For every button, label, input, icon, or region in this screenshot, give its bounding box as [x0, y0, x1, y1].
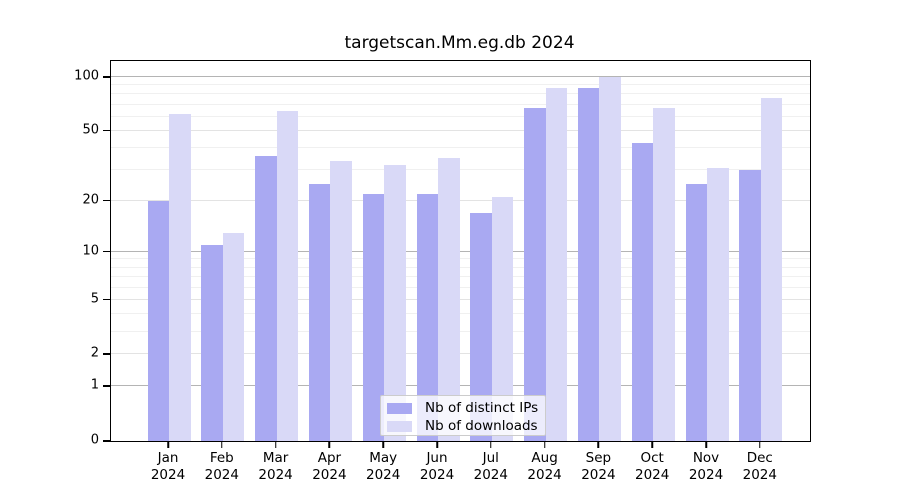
- gridline-10: [111, 250, 810, 252]
- x-tick-jun: [436, 442, 438, 448]
- bar-aug-distinct-ips: [524, 108, 546, 441]
- x-tick-nov: [705, 442, 707, 448]
- legend-swatch-downloads: [387, 420, 412, 432]
- bar-may-distinct-ips: [362, 193, 385, 441]
- x-tick-may: [382, 442, 384, 448]
- gridline-100: [111, 76, 810, 78]
- bar-sep-downloads: [599, 77, 621, 441]
- bar-oct-distinct-ips: [631, 142, 654, 441]
- bar-nov-distinct-ips: [685, 184, 707, 441]
- gridline-90: [111, 84, 810, 86]
- legend-item-distinct-ips: Nb of distinct IPs: [387, 400, 545, 416]
- x-tick-jul: [490, 442, 492, 448]
- x-tick-label-oct: Oct 2024: [635, 450, 670, 483]
- x-tick-jan: [167, 442, 169, 448]
- bar-jul-downloads: [491, 197, 514, 441]
- legend: Nb of distinct IPs Nb of downloads: [380, 395, 546, 436]
- y-tick-label-50: 50: [82, 122, 99, 138]
- bar-jan-distinct-ips: [147, 200, 169, 441]
- y-tick-50: [103, 129, 110, 132]
- x-tick-sep: [597, 442, 600, 448]
- x-tick-aug: [543, 442, 546, 448]
- y-tick-label-0: 0: [90, 432, 99, 448]
- bar-jun-downloads: [438, 158, 460, 441]
- gridline-1: [111, 385, 810, 387]
- bar-feb-distinct-ips: [201, 245, 223, 441]
- bar-may-downloads: [384, 165, 406, 441]
- y-tick-20: [103, 199, 110, 202]
- gridline-6: [111, 286, 810, 288]
- legend-label-downloads: Nb of downloads: [425, 418, 538, 434]
- bar-apr-distinct-ips: [308, 184, 331, 441]
- gridline-3: [111, 330, 810, 332]
- x-tick-label-apr: Apr 2024: [312, 450, 347, 483]
- y-tick-label-5: 5: [90, 291, 99, 307]
- gridline-8: [111, 266, 810, 268]
- x-tick-mar: [274, 442, 277, 448]
- gridline-5: [111, 298, 810, 300]
- y-tick-label-1: 1: [90, 377, 99, 393]
- x-tick-dec: [759, 442, 761, 448]
- y-tick-label-10: 10: [82, 243, 99, 259]
- x-tick-label-nov: Nov 2024: [688, 450, 724, 483]
- x-tick-label-may: May 2024: [366, 450, 401, 483]
- bar-apr-downloads: [330, 160, 352, 441]
- bar-mar-downloads: [276, 110, 299, 441]
- bar-aug-downloads: [545, 87, 568, 441]
- gridline-50: [111, 129, 810, 131]
- gridline-30: [111, 169, 810, 171]
- chart-title: targetscan.Mm.eg.db 2024: [344, 33, 575, 53]
- plot-area: Nb of distinct IPs Nb of downloads: [110, 60, 811, 442]
- bar-sep-distinct-ips: [577, 87, 600, 441]
- bar-mar-distinct-ips: [255, 156, 277, 441]
- y-tick-1: [103, 385, 110, 387]
- x-tick-label-mar: Mar 2024: [258, 450, 293, 483]
- gridline-7: [111, 276, 810, 277]
- x-tick-label-feb: Feb 2024: [204, 450, 239, 483]
- legend-swatch-distinct-ips: [387, 402, 412, 414]
- gridline-80: [111, 93, 810, 95]
- bar-nov-downloads: [707, 167, 729, 441]
- y-tick-2: [103, 353, 110, 355]
- y-tick-100: [103, 76, 110, 78]
- x-tick-label-jan: Jan 2024: [150, 450, 186, 483]
- gridline-40: [111, 147, 810, 149]
- bar-feb-downloads: [222, 232, 245, 441]
- x-tick-feb: [221, 442, 223, 448]
- bar-jul-distinct-ips: [470, 213, 492, 441]
- gridline-70: [111, 103, 810, 105]
- bar-dec-downloads: [760, 98, 783, 441]
- gridline-20: [111, 199, 810, 201]
- legend-item-downloads: Nb of downloads: [387, 418, 545, 434]
- x-tick-oct: [651, 442, 653, 448]
- legend-label-distinct-ips: Nb of distinct IPs: [425, 400, 539, 416]
- x-tick-label-sep: Sep 2024: [581, 450, 616, 483]
- x-tick-label-aug: Aug 2024: [527, 450, 562, 483]
- gridline-4: [111, 313, 810, 315]
- gridline-60: [111, 115, 810, 117]
- y-tick-0: [103, 440, 110, 442]
- y-tick-label-100: 100: [74, 68, 99, 84]
- x-tick-apr: [328, 442, 331, 448]
- gridline-2: [111, 353, 810, 355]
- x-tick-label-jun: Jun 2024: [419, 450, 455, 483]
- gridline-9: [111, 258, 810, 260]
- y-tick-label-2: 2: [90, 345, 99, 361]
- bar-jan-downloads: [169, 114, 191, 441]
- bar-dec-distinct-ips: [739, 170, 761, 441]
- x-tick-label-dec: Dec 2024: [742, 450, 777, 483]
- y-tick-5: [103, 298, 110, 301]
- x-tick-label-jul: Jul 2024: [473, 450, 508, 483]
- bar-jun-distinct-ips: [416, 193, 438, 441]
- bar-oct-downloads: [653, 108, 675, 441]
- y-tick-10: [103, 250, 110, 253]
- y-tick-label-20: 20: [82, 192, 99, 208]
